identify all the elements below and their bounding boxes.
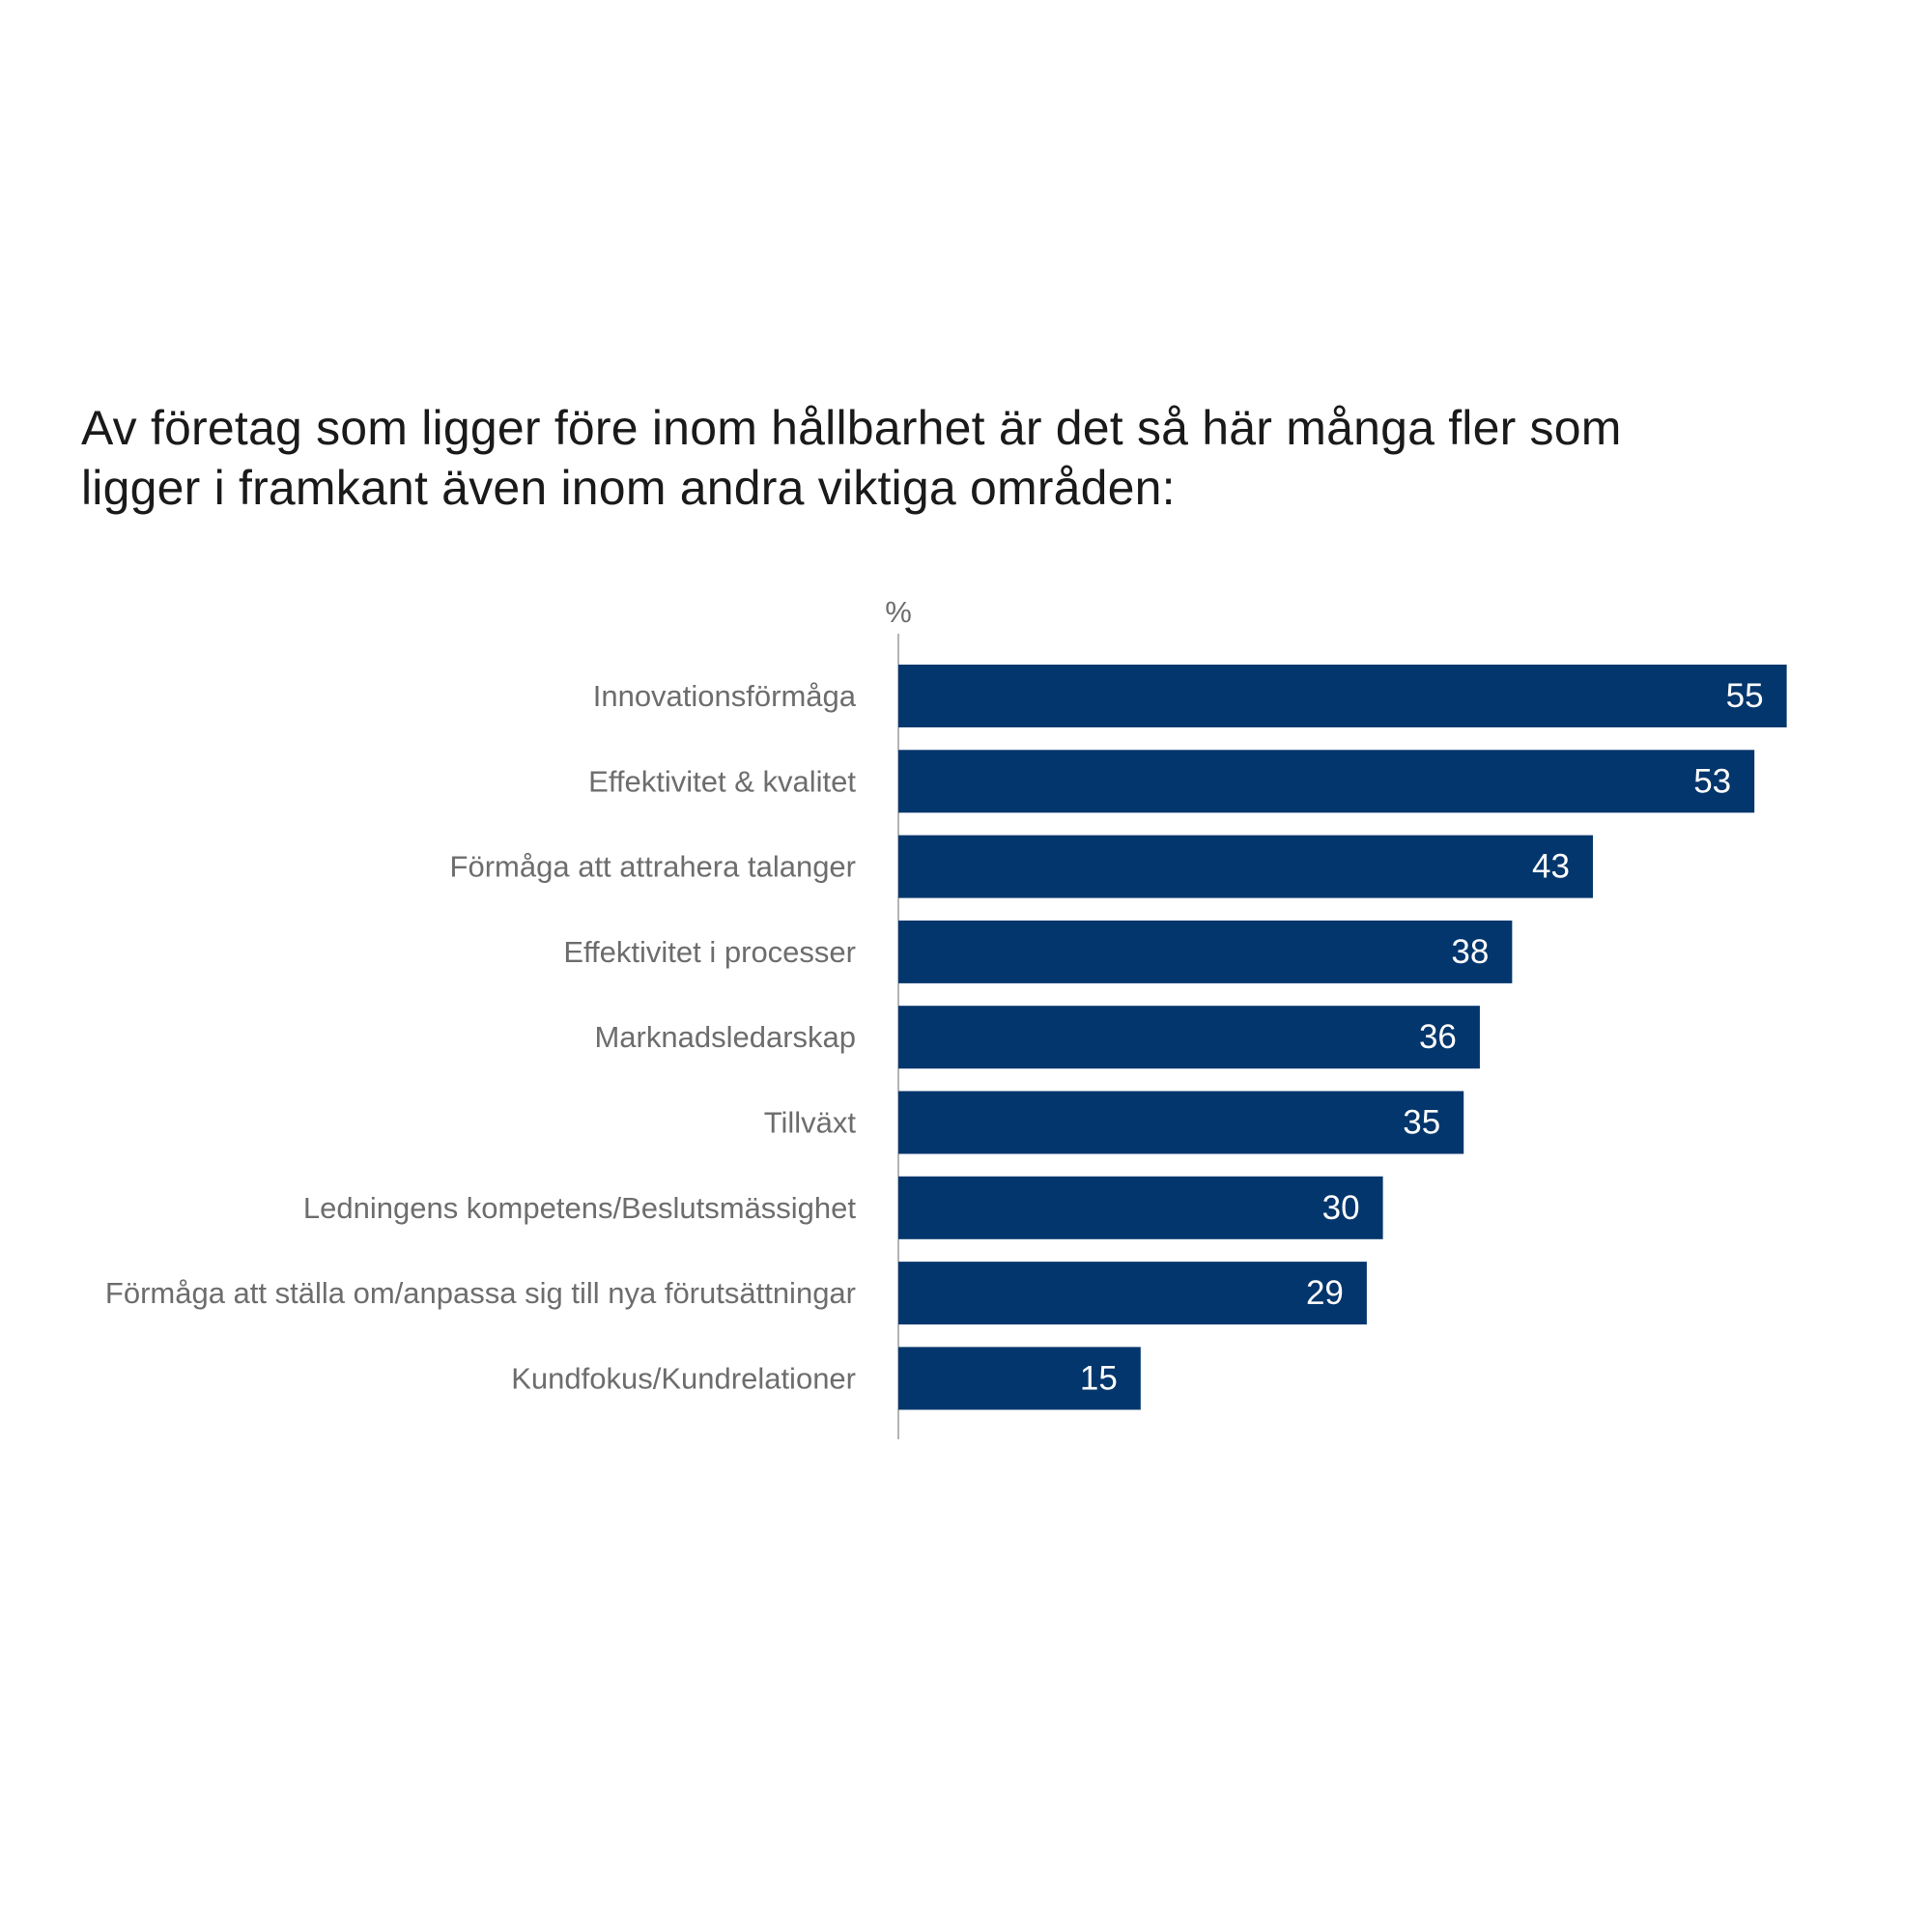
value-label: 30: [1322, 1189, 1360, 1227]
unit-label: %: [885, 595, 912, 629]
value-label: 53: [1693, 762, 1731, 800]
value-label: 29: [1306, 1274, 1344, 1312]
bars-group: Innovationsförmåga 55 Effektivitet & kvali…: [105, 665, 1787, 1410]
value-label: 38: [1451, 933, 1489, 971]
category-label: Effektivitet i processer: [563, 935, 856, 969]
category-label: Förmåga att ställa om/anpassa sig till n…: [105, 1276, 856, 1310]
value-label: 43: [1532, 848, 1570, 886]
category-label: Innovationsförmåga: [593, 679, 857, 713]
bar: [898, 1091, 1464, 1154]
bar: [898, 1006, 1480, 1069]
bar: [898, 665, 1787, 727]
value-label: 36: [1419, 1018, 1457, 1056]
category-label: Förmåga att attrahera talanger: [450, 850, 856, 884]
chart-title: Av företag som ligger före inom hållbarh…: [81, 401, 1622, 515]
category-label: Tillväxt: [764, 1106, 857, 1140]
category-label: Effektivitet & kvalitet: [588, 764, 856, 798]
category-label: Ledningens kompetens/Beslutsmässighet: [303, 1191, 857, 1225]
value-label: 35: [1403, 1104, 1440, 1142]
bar: [898, 1262, 1367, 1325]
value-label: 15: [1080, 1359, 1118, 1397]
bar: [898, 920, 1513, 983]
bar: [898, 1347, 1141, 1410]
category-label: Marknadsledarskap: [594, 1020, 856, 1054]
bar: [898, 750, 1755, 813]
category-label: Kundfokus/Kundrelationer: [511, 1361, 856, 1395]
value-label: 55: [1726, 677, 1764, 715]
bar: [898, 1176, 1383, 1239]
bar: [898, 835, 1593, 898]
